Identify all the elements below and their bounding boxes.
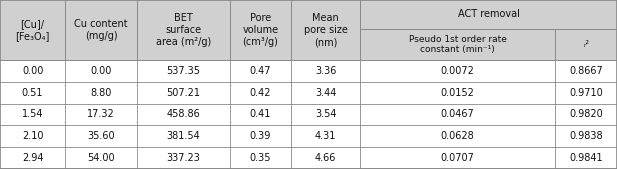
Text: ACT removal: ACT removal xyxy=(458,9,520,19)
Text: 0.9710: 0.9710 xyxy=(569,88,603,98)
Text: 17.32: 17.32 xyxy=(87,110,115,119)
Text: 537.35: 537.35 xyxy=(167,66,201,76)
Text: 2.94: 2.94 xyxy=(22,153,43,163)
Text: 0.0707: 0.0707 xyxy=(441,153,474,163)
Text: 8.80: 8.80 xyxy=(91,88,112,98)
Text: 0.35: 0.35 xyxy=(250,153,271,163)
Text: Pore
volume
(cm³/g): Pore volume (cm³/g) xyxy=(242,13,278,47)
Text: 1.54: 1.54 xyxy=(22,110,43,119)
Text: Cu content
(mg/g): Cu content (mg/g) xyxy=(74,19,128,41)
Text: 0.00: 0.00 xyxy=(22,66,43,76)
Text: 2.10: 2.10 xyxy=(22,131,43,141)
Text: 0.0072: 0.0072 xyxy=(441,66,474,76)
Text: 0.0628: 0.0628 xyxy=(441,131,474,141)
Text: 0.0467: 0.0467 xyxy=(441,110,474,119)
Text: 4.31: 4.31 xyxy=(315,131,336,141)
Text: 0.39: 0.39 xyxy=(250,131,271,141)
Text: 0.9838: 0.9838 xyxy=(569,131,603,141)
Text: Mean
pore size
(nm): Mean pore size (nm) xyxy=(304,13,347,47)
Text: 4.66: 4.66 xyxy=(315,153,336,163)
Text: 0.00: 0.00 xyxy=(91,66,112,76)
Text: [Cu]/
[Fe₃O₄]: [Cu]/ [Fe₃O₄] xyxy=(15,19,50,41)
Text: 0.0152: 0.0152 xyxy=(441,88,474,98)
Text: 507.21: 507.21 xyxy=(167,88,201,98)
Text: 54.00: 54.00 xyxy=(88,153,115,163)
Text: 0.8667: 0.8667 xyxy=(569,66,603,76)
Text: Pseudo 1st order rate
constant (min⁻¹): Pseudo 1st order rate constant (min⁻¹) xyxy=(408,35,507,54)
Text: 0.42: 0.42 xyxy=(250,88,271,98)
Text: 3.44: 3.44 xyxy=(315,88,336,98)
Text: 35.60: 35.60 xyxy=(88,131,115,141)
Text: 0.41: 0.41 xyxy=(250,110,271,119)
Text: 337.23: 337.23 xyxy=(167,153,201,163)
Text: 458.86: 458.86 xyxy=(167,110,201,119)
Text: 3.54: 3.54 xyxy=(315,110,336,119)
Text: 0.9820: 0.9820 xyxy=(569,110,603,119)
Text: ᵣ²: ᵣ² xyxy=(583,40,589,49)
Text: 0.9841: 0.9841 xyxy=(569,153,603,163)
Text: 0.51: 0.51 xyxy=(22,88,43,98)
Text: 3.36: 3.36 xyxy=(315,66,336,76)
Text: 381.54: 381.54 xyxy=(167,131,201,141)
Text: BET
surface
area (m²/g): BET surface area (m²/g) xyxy=(155,13,211,47)
Text: 0.47: 0.47 xyxy=(250,66,271,76)
